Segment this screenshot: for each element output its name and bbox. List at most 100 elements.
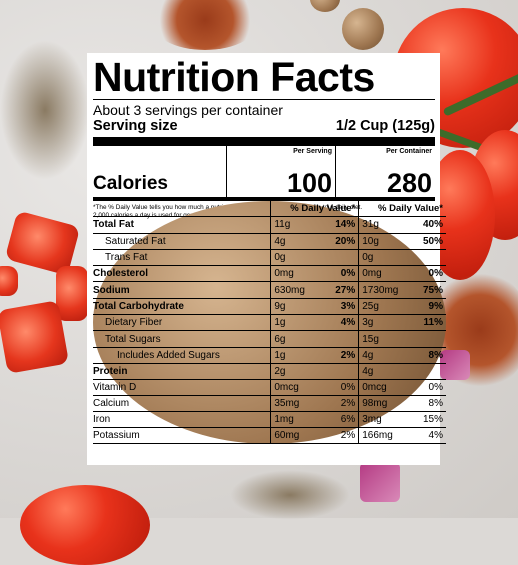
nutrient-value-c: 0mcg bbox=[358, 379, 403, 397]
nutrient-value-d: 9% bbox=[402, 298, 446, 316]
nutrient-row: Trans Fat 0g 0g bbox=[93, 249, 446, 267]
daily-value-header-row: % Daily Value* % Daily Value* bbox=[93, 201, 446, 218]
nutrient-value-a: 1g bbox=[270, 347, 315, 364]
nutrient-value-a: 9g bbox=[270, 298, 315, 316]
nutrient-value-c: 10g bbox=[358, 233, 403, 250]
nutrient-value-b: 2% bbox=[314, 427, 359, 445]
nutrient-value-b: 27% bbox=[314, 281, 359, 299]
nutrient-row: Dietary Fiber 1g 4% 3g 11% bbox=[93, 314, 446, 332]
nutrition-facts-label: Nutrition Facts About 3 servings per con… bbox=[87, 53, 446, 465]
nutrient-value-d: 75% bbox=[402, 281, 446, 299]
nutrient-row: Iron 1mg 6% 3mg 15% bbox=[93, 411, 446, 429]
nutrient-value-a: 2g bbox=[270, 363, 315, 381]
serving-size-value: 1/2 Cup (125g) bbox=[335, 118, 435, 134]
nutrient-value-a: 1g bbox=[270, 314, 315, 332]
nutrient-value-b: 20% bbox=[314, 233, 359, 250]
tomato-slice bbox=[0, 300, 70, 374]
nutrient-value-b bbox=[314, 249, 359, 267]
nutrient-value-d bbox=[402, 249, 446, 267]
nutrient-row: Sodium 630mg 27% 1730mg 75% bbox=[93, 281, 446, 299]
cumin-seeds bbox=[0, 40, 90, 180]
paprika-pile bbox=[150, 0, 260, 50]
nutrient-name: Calcium bbox=[93, 395, 271, 413]
nutrient-name: Includes Added Sugars bbox=[93, 347, 271, 364]
nutrient-value-c: 15g bbox=[358, 330, 403, 348]
nutrient-row: Total Sugars 6g 15g bbox=[93, 330, 446, 348]
nutrient-name: Total Carbohydrate bbox=[93, 298, 271, 316]
calories-section: Calories Per Serving 100 Per Container 2… bbox=[93, 146, 435, 197]
nutrient-name: Trans Fat bbox=[93, 249, 271, 267]
nutrient-value-c: 0g bbox=[358, 249, 403, 267]
nutrient-name: Vitamin D bbox=[93, 379, 271, 397]
calories-per-container: 280 bbox=[386, 168, 432, 198]
nutrient-value-d: 11% bbox=[402, 314, 446, 332]
nutrient-name: Total Sugars bbox=[93, 330, 271, 348]
nutrient-row: Total Carbohydrate 9g 3% 25g 9% bbox=[93, 298, 446, 316]
nutrient-value-d: 4% bbox=[402, 427, 446, 445]
nutrient-value-a: 60mg bbox=[270, 427, 315, 445]
nutrient-name: Total Fat bbox=[93, 216, 271, 234]
cumin-seeds bbox=[230, 470, 350, 520]
nutrient-name: Iron bbox=[93, 411, 271, 429]
serving-size-label: Serving size bbox=[93, 118, 178, 134]
nutrient-value-a: 0mg bbox=[270, 265, 315, 283]
nutrient-value-b: 3% bbox=[314, 298, 359, 316]
nutrient-value-d bbox=[402, 330, 446, 348]
nutrient-value-b: 14% bbox=[314, 216, 359, 234]
nutrient-value-d: 0% bbox=[402, 265, 446, 283]
nutrient-row: Cholesterol 0mg 0% 0mg 0% bbox=[93, 265, 446, 283]
nutrient-value-b bbox=[314, 363, 359, 381]
tomato-slice bbox=[0, 266, 18, 296]
nutrient-row: Protein 2g 4g bbox=[93, 363, 446, 381]
nutrient-value-c: 4g bbox=[358, 347, 403, 364]
nutrient-value-a: 35mg bbox=[270, 395, 315, 413]
nutrient-row: Saturated Fat 4g 20% 10g 50% bbox=[93, 233, 446, 250]
label-title: Nutrition Facts bbox=[93, 54, 375, 100]
nutrient-value-a: 630mg bbox=[270, 281, 315, 299]
tomato-slice bbox=[56, 266, 88, 321]
per-container-header: Per Container bbox=[386, 148, 432, 155]
per-container-column: Per Container 280 bbox=[335, 146, 435, 197]
nutmeg bbox=[310, 0, 340, 12]
per-serving-header: Per Serving bbox=[293, 148, 332, 155]
nutrient-value-a: 4g bbox=[270, 233, 315, 250]
nutrient-value-a: 0mcg bbox=[270, 379, 315, 397]
nutrient-value-c: 3mg bbox=[358, 411, 403, 429]
tomato bbox=[20, 485, 150, 565]
nutrient-value-a: 1mg bbox=[270, 411, 315, 429]
nutrient-row: Total Fat 11g 14% 31g 40% bbox=[93, 216, 446, 234]
dv-header-serving: % Daily Value* bbox=[270, 201, 359, 218]
nutrient-value-d: 8% bbox=[402, 395, 446, 413]
nutrient-value-d: 50% bbox=[402, 233, 446, 250]
nutrient-value-c: 98mg bbox=[358, 395, 403, 413]
nutrient-row: Vitamin D 0mcg 0% 0mcg 0% bbox=[93, 379, 446, 397]
dv-header-container: % Daily Value* bbox=[358, 201, 446, 218]
nutrient-value-d bbox=[402, 363, 446, 381]
nutrient-row: Includes Added Sugars 1g 2% 4g 8% bbox=[93, 347, 446, 364]
nutrient-name: Protein bbox=[93, 363, 271, 381]
nutrient-value-c: 166mg bbox=[358, 427, 403, 445]
nutrient-value-c: 4g bbox=[358, 363, 403, 381]
nutrient-value-d: 15% bbox=[402, 411, 446, 429]
nutrient-value-c: 25g bbox=[358, 298, 403, 316]
nutrient-value-b: 0% bbox=[314, 265, 359, 283]
nutrient-value-a: 0g bbox=[270, 249, 315, 267]
servings-per-container: About 3 servings per container bbox=[93, 102, 283, 118]
nutrient-value-c: 3g bbox=[358, 314, 403, 332]
nutrient-value-a: 11g bbox=[270, 216, 315, 234]
nutrient-table: % Daily Value* % Daily Value* Total Fat 1… bbox=[93, 201, 446, 445]
nutrient-name: Sodium bbox=[93, 281, 271, 299]
nutmeg bbox=[342, 8, 384, 50]
nutrient-row: Potassium 60mg 2% 166mg 4% bbox=[93, 427, 446, 445]
nutrient-value-b: 2% bbox=[314, 395, 359, 413]
nutrient-value-b: 2% bbox=[314, 347, 359, 364]
nutrient-value-c: 0mg bbox=[358, 265, 403, 283]
red-onion bbox=[360, 462, 400, 502]
nutrient-value-b: 6% bbox=[314, 411, 359, 429]
nutrient-value-b: 0% bbox=[314, 379, 359, 397]
nutrient-name: Saturated Fat bbox=[93, 233, 271, 250]
nutrient-value-d: 8% bbox=[402, 347, 446, 364]
nutrient-value-c: 31g bbox=[358, 216, 403, 234]
calories-per-serving: 100 bbox=[286, 168, 332, 198]
nutrient-value-d: 0% bbox=[402, 379, 446, 397]
